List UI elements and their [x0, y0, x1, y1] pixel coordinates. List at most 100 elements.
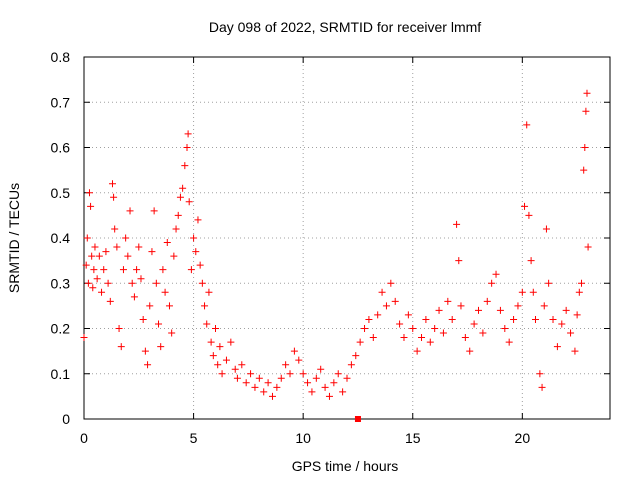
data-point [83, 234, 91, 242]
data-point [185, 198, 193, 206]
data-point [352, 352, 360, 360]
data-point [439, 329, 447, 337]
data-point [89, 284, 97, 292]
data-point [242, 379, 250, 387]
data-point [209, 352, 217, 360]
data-point [104, 279, 112, 287]
data-point [207, 338, 215, 346]
data-point [290, 347, 298, 355]
data-point [181, 162, 189, 170]
y-tick-label: 0.6 [51, 140, 71, 156]
data-point [531, 315, 539, 323]
data-point [273, 383, 281, 391]
x-tick-label: 10 [295, 430, 311, 446]
data-point [418, 334, 426, 342]
data-point [141, 347, 149, 355]
data-point [567, 329, 575, 337]
data-point [582, 107, 590, 115]
data-point [356, 338, 364, 346]
data-point [409, 325, 417, 332]
data-point [562, 306, 570, 314]
data-point [231, 365, 239, 373]
data-point [369, 334, 377, 342]
data-point [150, 207, 158, 215]
data-point [108, 180, 116, 188]
data-point [163, 239, 171, 247]
data-point [542, 225, 550, 233]
data-point [227, 338, 235, 346]
data-point [286, 370, 294, 378]
data-point [514, 302, 522, 310]
data-point [453, 220, 461, 228]
data-point [343, 374, 351, 382]
data-point [455, 257, 463, 265]
data-point [325, 392, 333, 400]
data-point [85, 189, 93, 197]
data-point [146, 302, 154, 310]
data-point [391, 297, 399, 305]
data-point [102, 248, 110, 256]
data-point [139, 315, 147, 323]
data-point [571, 347, 579, 355]
data-point [578, 279, 586, 287]
data-point [492, 270, 500, 278]
data-point [255, 374, 263, 382]
data-point [431, 325, 439, 332]
data-point [330, 379, 338, 387]
data-point [466, 347, 474, 355]
data-point [299, 370, 307, 378]
axis-ticks: 0 5 10 15 20 0 0.1 0.2 0.3 0.4 0.5 0.6 0.7 0.8 [51, 49, 610, 446]
data-point [233, 374, 241, 382]
data-point [155, 320, 163, 328]
data-point [282, 361, 290, 369]
data-point [172, 225, 180, 233]
x-axis-label: GPS time / hours [292, 458, 399, 474]
data-point [216, 343, 224, 351]
data-point [523, 121, 531, 129]
data-point [334, 370, 342, 378]
data-point [321, 383, 329, 391]
y-tick-label: 0.7 [51, 94, 71, 110]
data-point [179, 184, 187, 192]
data-point [475, 306, 482, 314]
data-point [82, 261, 90, 269]
data-point [183, 144, 191, 151]
data-point [378, 288, 386, 296]
y-tick-label: 0.5 [51, 185, 71, 201]
data-point [374, 311, 382, 319]
x-tick-label: 0 [80, 430, 88, 446]
data-point [128, 279, 136, 287]
data-point [448, 315, 456, 323]
data-point [584, 243, 592, 251]
data-point [479, 329, 487, 337]
data-point [194, 216, 202, 224]
data-point [161, 288, 169, 296]
data-points [80, 89, 592, 422]
chart-title: Day 098 of 2022, SRMTID for receiver lmm… [209, 19, 481, 35]
data-point [461, 334, 469, 342]
data-point [130, 293, 138, 301]
data-point [435, 306, 443, 314]
data-point [583, 89, 591, 97]
data-point [133, 266, 141, 274]
x-tick-label: 5 [190, 430, 198, 446]
data-point [126, 207, 134, 215]
data-point [135, 243, 143, 251]
data-point [426, 338, 434, 346]
x-tick-label: 15 [405, 430, 421, 446]
data-point [111, 225, 119, 233]
data-point [277, 374, 285, 382]
data-point [553, 343, 561, 351]
data-point [361, 325, 369, 332]
data-point [396, 320, 404, 328]
data-point [222, 356, 230, 364]
data-point [201, 302, 209, 310]
data-point [496, 306, 504, 314]
data-point [90, 266, 98, 274]
data-point [88, 252, 96, 260]
data-point [157, 343, 165, 351]
data-point [251, 383, 259, 391]
data-point [505, 338, 513, 346]
data-point [264, 379, 272, 387]
